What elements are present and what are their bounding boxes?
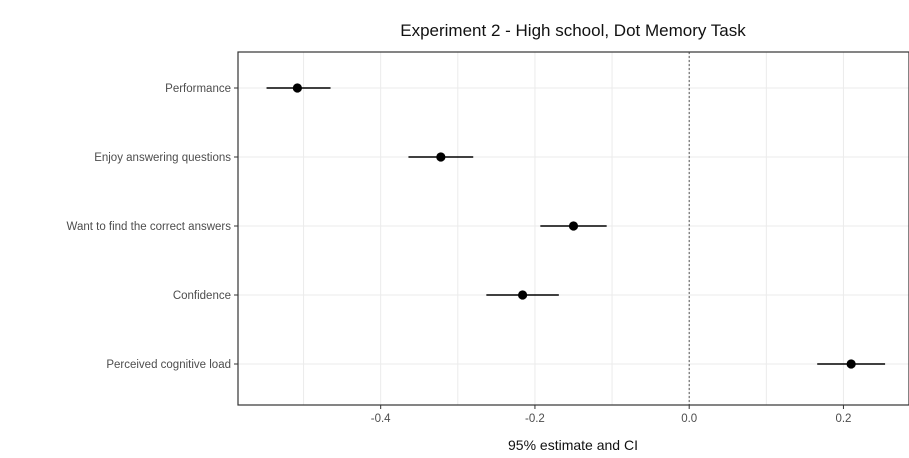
x-tick-label: 0.2 (835, 413, 851, 425)
x-tick-label: 0.0 (681, 413, 697, 425)
grid-lines (238, 52, 909, 405)
estimate-point (436, 152, 446, 162)
x-axis-ticks: -0.4 -0.2 0.0 0.2 (371, 405, 851, 425)
x-tick-label: -0.2 (525, 413, 545, 425)
chart-title: Experiment 2 - High school, Dot Memory T… (400, 21, 746, 40)
plot-panel-border (237, 51, 909, 406)
category-label: Performance (165, 83, 231, 95)
category-label: Confidence (173, 290, 231, 302)
estimate-point (846, 359, 856, 369)
estimate-point (517, 290, 528, 300)
x-axis-title: 95% estimate and CI (508, 437, 638, 453)
estimate-point (292, 83, 302, 93)
category-labels: Performance Enjoy answering questions Want… (67, 83, 238, 371)
category-label: Perceived cognitive load (106, 359, 231, 371)
estimate-point (568, 221, 579, 231)
estimates-layer (266, 83, 886, 369)
category-label: Want to find the correct answers (67, 221, 232, 233)
x-tick-label: -0.4 (371, 413, 391, 425)
category-label: Enjoy answering questions (94, 152, 231, 164)
